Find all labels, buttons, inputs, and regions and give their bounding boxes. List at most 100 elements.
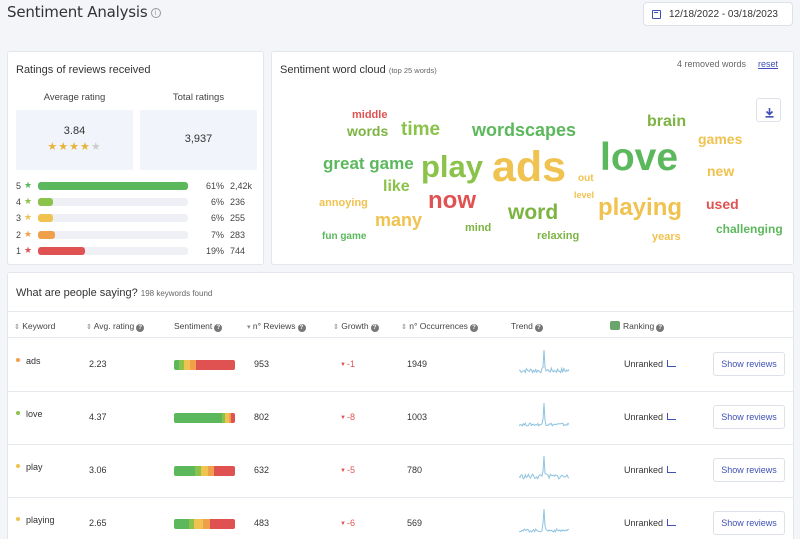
cloud-word[interactable]: fun game <box>322 231 367 242</box>
cloud-word[interactable]: great game <box>323 154 414 173</box>
rating-stars-number: 3 <box>16 213 22 224</box>
keyword-cell[interactable]: ads <box>16 356 41 366</box>
star-icon: ★ <box>24 181 33 191</box>
cloud-word[interactable]: wordscapes <box>472 120 577 140</box>
show-reviews-button[interactable]: Show reviews <box>713 352 785 376</box>
chart-icon <box>667 466 677 473</box>
info-icon[interactable]: i <box>150 8 161 18</box>
rating-row: 2 ★ 7% 283 <box>16 229 261 241</box>
col-growth[interactable]: ⇕ Growth? <box>333 321 379 332</box>
rating-bar <box>38 182 188 190</box>
sort-desc-icon: ▾ <box>247 324 251 331</box>
cloud-word[interactable]: play <box>421 149 484 184</box>
cloud-word[interactable]: new <box>707 163 735 179</box>
cloud-word[interactable]: challenging <box>716 222 783 236</box>
date-range-picker[interactable]: 12/18/2022 - 03/18/2023 <box>643 2 793 26</box>
cloud-word[interactable]: out <box>578 173 594 184</box>
star-icon: ★ <box>24 229 33 240</box>
help-icon[interactable]: ? <box>136 324 145 332</box>
col-keyword[interactable]: ⇕ Keyword <box>14 321 56 331</box>
cloud-word[interactable]: playing <box>598 194 683 221</box>
col-reviews[interactable]: ▾ n° Reviews? <box>247 321 306 332</box>
help-icon[interactable]: ? <box>534 324 543 332</box>
ranking-cell[interactable]: Unranked <box>624 518 677 528</box>
rating-stars-number: 1 <box>16 245 22 256</box>
word-cloud-subtitle: (top 25 words) <box>388 66 437 75</box>
show-reviews-button[interactable]: Show reviews <box>713 458 785 482</box>
ranking-cell[interactable]: Unranked <box>624 465 677 475</box>
cloud-word[interactable]: many <box>375 210 423 230</box>
help-icon[interactable]: ? <box>214 324 223 332</box>
rating-bar-fill <box>38 214 53 223</box>
show-reviews-button[interactable]: Show reviews <box>713 405 785 429</box>
trend-sparkline <box>519 349 569 374</box>
sort-icon: ⇕ <box>14 324 20 331</box>
col-sentiment[interactable]: Sentiment? <box>174 321 223 332</box>
cloud-word[interactable]: level <box>574 190 595 200</box>
rating-bar <box>38 246 188 255</box>
rating-stars-number: 2 <box>16 229 22 240</box>
keyword-dot <box>16 411 20 415</box>
help-icon[interactable]: ? <box>297 324 306 332</box>
col-occurrences[interactable]: ⇕ n° Occurrences? <box>401 321 478 332</box>
col-avg-rating[interactable]: ⇕ Avg. rating? <box>86 321 145 332</box>
cloud-word[interactable]: like <box>383 178 410 195</box>
avg-rating-cell: 2.65 <box>89 518 107 528</box>
chart-icon <box>667 413 677 420</box>
rating-percent: 6% <box>210 197 224 208</box>
rating-percent: 6% <box>210 213 224 224</box>
download-button[interactable] <box>756 98 781 122</box>
rating-count: 236 <box>230 197 246 208</box>
show-reviews-button[interactable]: Show reviews <box>713 511 785 535</box>
ranking-cell[interactable]: Unranked <box>624 412 677 422</box>
cloud-word[interactable]: ads <box>492 143 567 191</box>
average-rating-label: Average rating <box>43 92 106 103</box>
ranking-cell[interactable]: Unranked <box>624 359 677 369</box>
rating-percent: 7% <box>210 229 224 240</box>
col-trend: Trend? <box>511 321 543 332</box>
cloud-word[interactable]: relaxing <box>537 230 580 242</box>
keyword-dot <box>16 464 20 468</box>
occurrences-cell: 1003 <box>407 412 428 422</box>
help-icon[interactable]: ? <box>656 324 665 332</box>
cloud-word[interactable]: mind <box>465 222 492 234</box>
cloud-word[interactable]: love <box>600 136 679 179</box>
down-arrow-icon: ▼ <box>340 521 346 527</box>
cloud-word[interactable]: words <box>347 123 389 139</box>
cloud-word[interactable]: used <box>706 196 739 212</box>
star-icon: ★ <box>47 140 59 153</box>
reset-link[interactable]: reset <box>758 59 779 69</box>
keyword-cell[interactable]: play <box>16 462 43 472</box>
average-rating-stars: ★★★★★ <box>16 140 133 153</box>
cloud-word[interactable]: word <box>508 201 559 224</box>
download-icon <box>765 105 774 118</box>
rating-count: 744 <box>230 245 246 256</box>
help-icon[interactable]: ? <box>469 324 478 332</box>
growth-cell: ▼-5 <box>340 465 355 475</box>
chart-icon <box>667 519 677 526</box>
star-icon: ★ <box>79 140 91 153</box>
rating-percent: 19% <box>205 245 224 256</box>
keyword-cell[interactable]: love <box>16 409 43 419</box>
rating-count: 283 <box>230 229 246 240</box>
sentiment-bar <box>174 519 235 529</box>
keyword-dot <box>16 517 20 521</box>
keyword-cell[interactable]: playing <box>16 515 55 525</box>
help-icon[interactable]: ? <box>370 324 379 332</box>
rating-count: 255 <box>230 213 246 224</box>
cloud-word[interactable]: brain <box>647 113 687 130</box>
cloud-word[interactable]: middle <box>352 109 388 121</box>
cloud-word[interactable]: games <box>698 131 743 147</box>
rating-stars-number: 4 <box>16 197 22 208</box>
col-ranking: Ranking? <box>610 321 665 332</box>
growth-cell: ▼-8 <box>340 412 355 422</box>
cloud-word[interactable]: now <box>428 187 476 214</box>
keyword-dot <box>16 358 20 362</box>
cloud-word[interactable]: time <box>401 119 441 140</box>
occurrences-cell: 780 <box>407 465 423 475</box>
cloud-word[interactable]: annoying <box>319 197 368 209</box>
rating-bar-fill <box>38 246 85 255</box>
cloud-word[interactable]: years <box>652 231 681 243</box>
down-arrow-icon: ▼ <box>340 415 346 421</box>
star-icon: ★ <box>69 140 80 153</box>
